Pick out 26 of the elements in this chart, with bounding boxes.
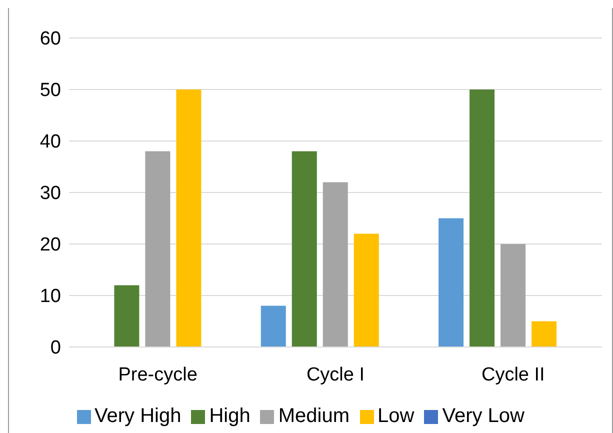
y-tick-label: 10: [40, 286, 61, 308]
bar: [114, 285, 140, 347]
bar: [438, 218, 464, 347]
y-tick-label: 60: [40, 28, 61, 50]
bar: [292, 151, 317, 347]
legend-label: Very Low: [442, 405, 524, 427]
bar: [354, 234, 379, 347]
bar: [145, 151, 170, 347]
y-tick-label: 30: [40, 183, 61, 204]
x-tick-label: Cycle I: [306, 364, 365, 386]
bar: [470, 90, 495, 347]
bar: [532, 321, 557, 347]
y-tick-label: 50: [40, 80, 61, 102]
bar: [176, 90, 202, 347]
legend-label: Very High: [94, 405, 182, 427]
y-tick-label: 0: [50, 338, 61, 359]
y-tick-label: 20: [40, 234, 61, 256]
bar: [322, 182, 348, 347]
legend-label: High: [209, 405, 250, 427]
legend-label: Low: [378, 405, 414, 427]
x-tick-label: Cycle II: [481, 364, 545, 386]
bar: [500, 244, 526, 347]
x-tick-label: Pre-cycle: [118, 364, 198, 386]
legend-label: Medium: [278, 405, 350, 427]
y-tick-label: 40: [40, 132, 61, 153]
bar: [260, 306, 286, 347]
